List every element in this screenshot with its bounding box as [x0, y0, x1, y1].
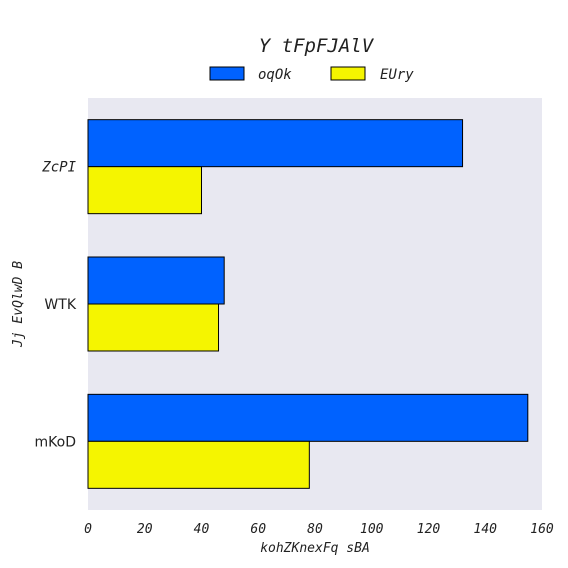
chart-title: Y tFpFJAlV [259, 35, 375, 57]
bar-oqok-mkod [87, 393, 529, 442]
x-axis-label: kohZKnexFq sBA [260, 541, 370, 556]
bar-eury-mkod [87, 440, 310, 489]
bar-oqok-wtk [87, 256, 225, 305]
y-axis-label: Jj EvQlwD B [11, 261, 26, 348]
y-tick-label-zcpi: ZcPI [41, 160, 76, 176]
bar-eury-zcpi [87, 166, 202, 215]
bar-eury-wtk [87, 303, 220, 352]
x-tick-label-100: 100 [360, 522, 384, 537]
y-tick-label-mkod: mKoD [35, 434, 76, 450]
x-tick-label-120: 120 [417, 522, 441, 537]
legend-swatch-oqok [209, 66, 245, 81]
legend: oqOk EUry [209, 66, 414, 83]
x-tick-label-60: 60 [250, 522, 266, 537]
x-tick-label-140: 140 [474, 522, 498, 537]
x-tick-label-40: 40 [194, 522, 210, 537]
x-tick-label-0: 0 [84, 522, 92, 537]
x-tick-label-80: 80 [307, 522, 323, 537]
x-tick-label-20: 20 [137, 522, 153, 537]
legend-label-eury: EUry [380, 67, 414, 83]
bar-oqok-zcpi [87, 119, 464, 168]
y-tick-label-wtk: WTK [44, 297, 76, 313]
legend-label-oqok: oqOk [258, 67, 292, 83]
x-ticks-group: 0 20 40 60 80 100 120 140 160 [84, 522, 554, 537]
y-ticks-group: ZcPI WTK mKoD [35, 160, 77, 451]
x-tick-label-160: 160 [530, 522, 554, 537]
legend-swatch-eury [330, 66, 366, 81]
bars-group [87, 119, 529, 489]
